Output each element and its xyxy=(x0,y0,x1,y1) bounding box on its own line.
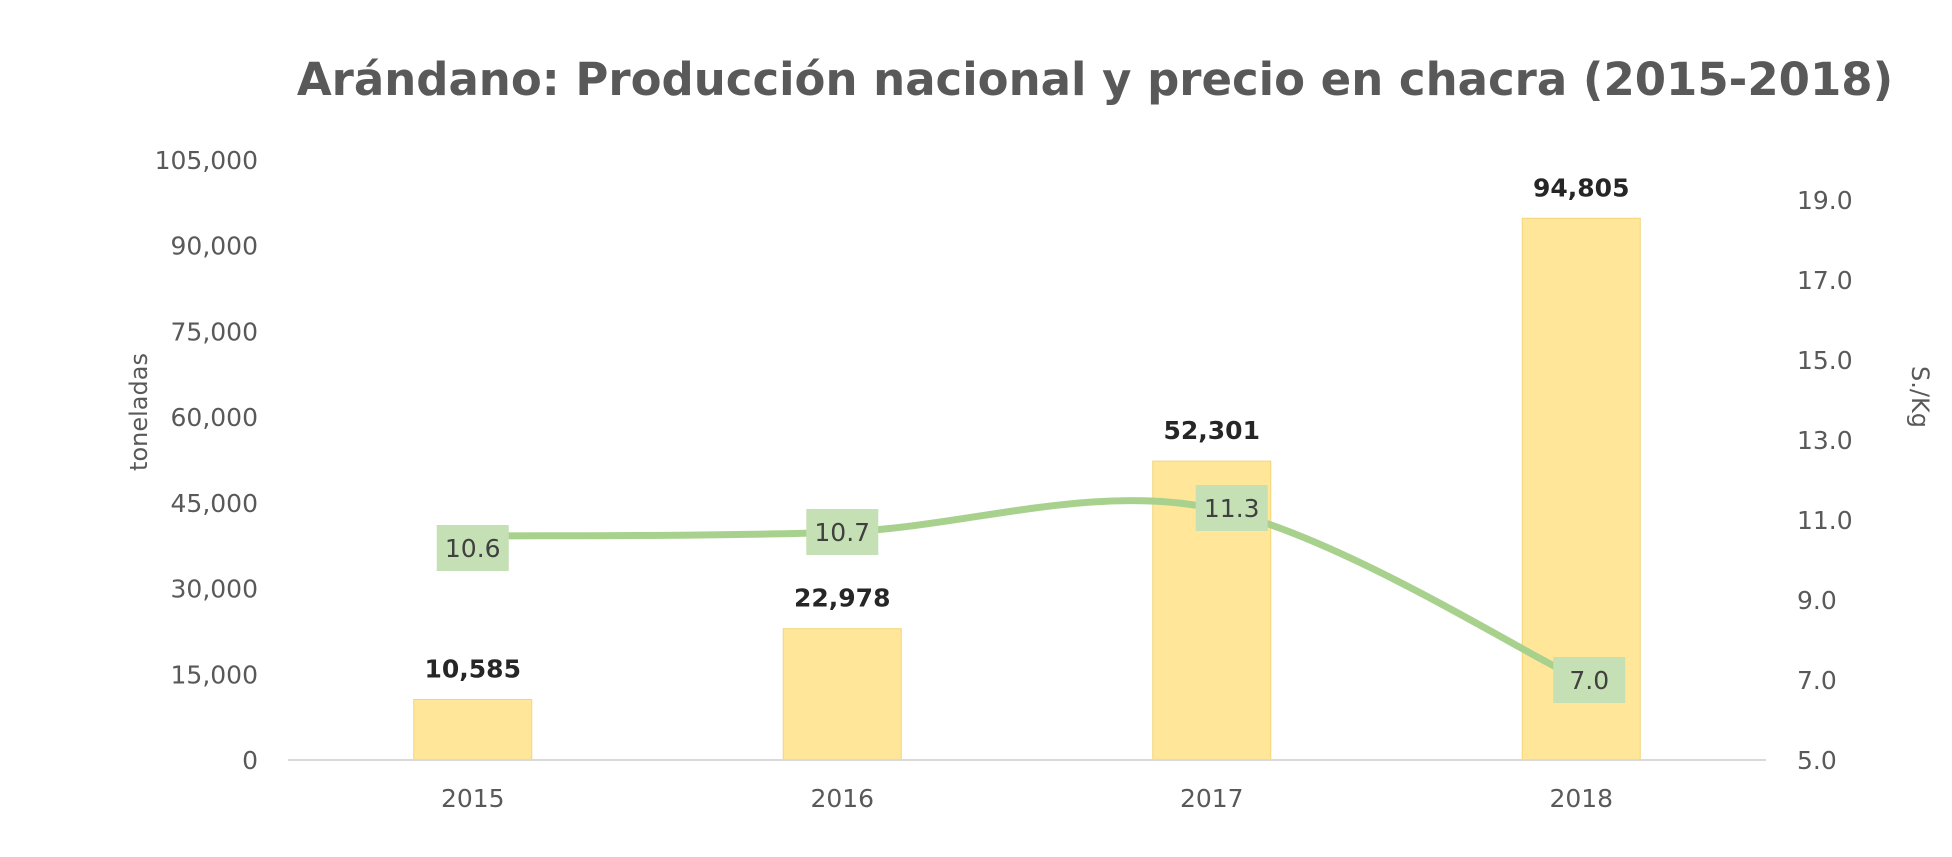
right-axis-tick-label: 9.0 xyxy=(1797,586,1837,615)
right-axis-tick-label: 17.0 xyxy=(1797,266,1853,295)
x-axis-ticks: 2015 2016 2017 2018 xyxy=(441,784,1613,813)
line-data-label: 10.6 xyxy=(445,534,501,563)
left-axis-tick-label: 0 xyxy=(242,746,258,775)
left-axis-tick-label: 90,000 xyxy=(171,232,258,261)
left-axis-tick-label: 15,000 xyxy=(171,660,258,689)
bar xyxy=(413,699,533,761)
right-axis-tick-label: 13.0 xyxy=(1797,426,1853,455)
bar-data-label: 22,978 xyxy=(794,584,890,613)
left-axis-tick-label: 30,000 xyxy=(171,575,258,604)
x-axis-tick-label: 2016 xyxy=(810,784,874,813)
right-axis-tick-label: 15.0 xyxy=(1797,346,1853,375)
left-axis-tick-label: 60,000 xyxy=(171,403,258,432)
line-data-label-box xyxy=(806,509,879,555)
right-axis-tick-label: 7.0 xyxy=(1797,666,1837,695)
line-data-label-box xyxy=(1195,485,1268,531)
bar-data-label: 52,301 xyxy=(1164,416,1260,445)
line-data-label-box xyxy=(1553,657,1626,703)
bar-series: 10,585 22,978 52,301 94,805 xyxy=(413,173,1641,761)
bar-data-label: 10,585 xyxy=(425,655,521,684)
bar-data-label: 94,805 xyxy=(1533,173,1629,202)
line-data-label-box xyxy=(436,525,509,571)
left-axis-tick-label: 75,000 xyxy=(171,317,258,346)
x-axis-tick-label: 2018 xyxy=(1549,784,1613,813)
left-axis-ticks: 0 15,000 30,000 45,000 60,000 75,000 90,000 105… xyxy=(155,146,258,775)
line-data-label: 10.7 xyxy=(814,518,870,547)
left-axis-tick-label: 45,000 xyxy=(171,489,258,518)
bar xyxy=(782,628,902,761)
chart-title: Arándano: Producción nacional y precio e… xyxy=(297,53,1893,106)
line-series: 10.6 10.7 11.3 7.0 xyxy=(436,485,1626,703)
left-axis-title: toneladas xyxy=(125,353,153,471)
right-axis-tick-label: 19.0 xyxy=(1797,186,1853,215)
x-axis-tick-label: 2015 xyxy=(441,784,505,813)
price-line xyxy=(469,497,1585,684)
right-axis-title: S./Kg xyxy=(1906,366,1934,428)
line-data-label: 7.0 xyxy=(1569,666,1609,695)
right-axis-ticks: 5.0 7.0 9.0 11.0 13.0 15.0 17.0 19.0 xyxy=(1797,186,1853,775)
x-axis-tick-label: 2017 xyxy=(1180,784,1244,813)
right-axis-tick-label: 5.0 xyxy=(1797,746,1837,775)
right-axis-tick-label: 11.0 xyxy=(1797,506,1853,535)
left-axis-tick-label: 105,000 xyxy=(155,146,258,175)
line-data-label: 11.3 xyxy=(1204,494,1260,523)
